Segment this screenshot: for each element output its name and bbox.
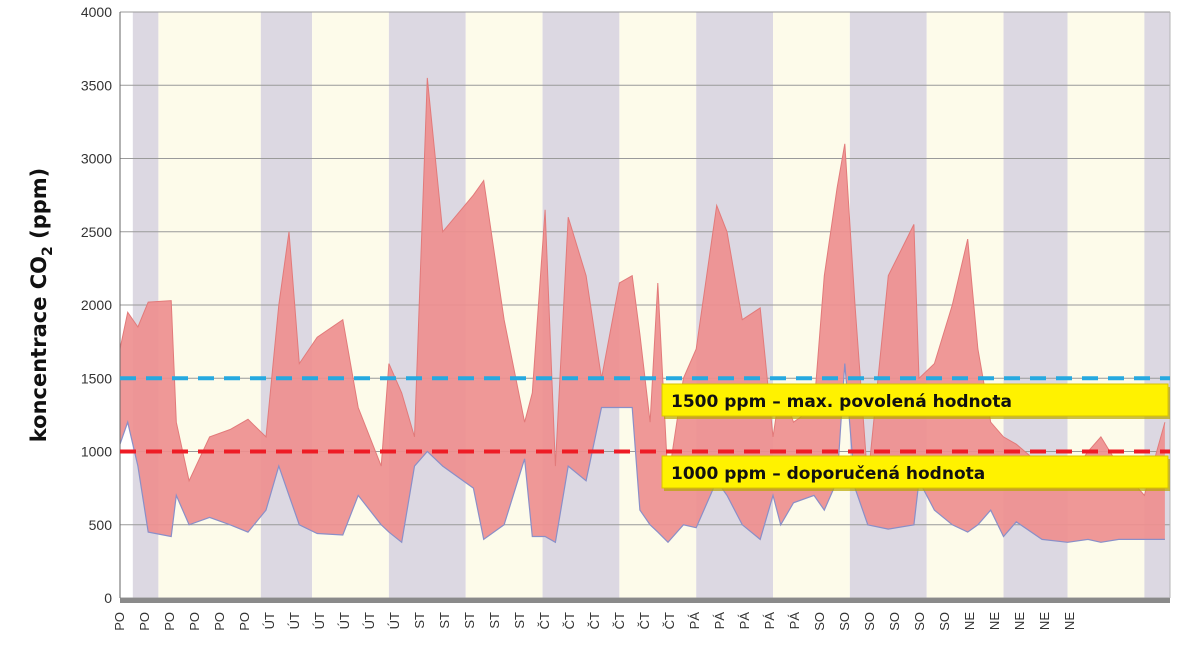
y-tick-label: 4000 — [81, 4, 112, 20]
x-tick-label: ST — [412, 612, 427, 629]
x-tick-label: ČT — [637, 612, 652, 629]
x-tick-label: PÁ — [762, 612, 777, 630]
x-tick-label: PÁ — [787, 612, 802, 630]
x-tick-label: NE — [1062, 612, 1077, 630]
x-tick-label: PO — [112, 612, 127, 631]
x-tick-label: ČT — [587, 612, 602, 629]
threshold-annotations: 1500 ppm – max. povolená hodnota 1000 ppm… — [661, 383, 1170, 491]
y-axis-label: koncentrace CO2 (ppm) — [27, 168, 56, 442]
x-tick-label: PO — [187, 612, 202, 631]
series-lower-edge — [119, 363, 1165, 544]
x-tick-label: SO — [837, 612, 852, 631]
series-upper-edge — [119, 77, 1166, 497]
x-tick-label: SO — [887, 612, 902, 631]
x-tick-label: ÚT — [312, 612, 327, 629]
annotation-box — [661, 455, 1169, 489]
y-tick-label: 2000 — [81, 297, 112, 313]
x-axis-bar — [120, 598, 1170, 603]
x-tick-label: NE — [1012, 612, 1027, 630]
x-tick-label: ČT — [662, 612, 677, 629]
co2-area-series — [119, 77, 1166, 544]
x-tick-label: SO — [937, 612, 952, 631]
annotation-box — [661, 383, 1169, 417]
x-tick-label: PÁ — [687, 612, 702, 630]
x-tick-label: ÚT — [287, 612, 302, 629]
x-tick-label: ST — [487, 612, 502, 629]
threshold-lines — [120, 376, 1170, 454]
x-tick-label: PO — [137, 612, 152, 631]
x-tick-label: PÁ — [712, 612, 727, 630]
axes — [119, 12, 1171, 603]
y-axis-label-unit: (ppm) — [27, 168, 51, 246]
x-tick-label: PÁ — [737, 612, 752, 630]
x-tick-label: PO — [212, 612, 227, 631]
x-tick-label: ST — [437, 612, 452, 629]
y-tick-labels: 0 500 1000 1500 2000 2500 3000 3500 4000 — [81, 4, 112, 606]
x-tick-label: NE — [987, 612, 1002, 630]
x-tick-label: NE — [1037, 612, 1052, 630]
x-tick-label: PO — [237, 612, 252, 631]
annotation-label: 1000 ppm – doporučená hodnota — [671, 464, 985, 484]
x-tick-label: ČT — [612, 612, 627, 629]
x-tick-label: ST — [462, 612, 477, 629]
x-tick-label: ČT — [537, 612, 552, 629]
x-tick-label: ČT — [562, 612, 577, 629]
series-area — [120, 77, 1165, 543]
y-tick-label: 500 — [89, 517, 113, 533]
x-tick-label: ÚT — [387, 612, 402, 629]
y-tick-label: 0 — [104, 590, 112, 606]
y-tick-label: 3000 — [81, 151, 112, 167]
x-tick-label: NE — [962, 612, 977, 630]
x-tick-label: ÚT — [362, 612, 377, 629]
y-axis-label-subscript: 2 — [40, 246, 56, 256]
x-tick-label: SO — [862, 612, 877, 631]
x-tick-label: SO — [812, 612, 827, 631]
x-tick-label: ÚT — [337, 612, 352, 629]
x-tick-label: ST — [512, 612, 527, 629]
x-tick-labels: PO PO PO PO PO PO ÚT ÚT ÚT ÚT ÚT ÚT ST ST ST ST ST ČT ČT ČT… — [112, 612, 1077, 631]
annotation-label: 1500 ppm – max. povolená hodnota — [671, 392, 1012, 412]
y-tick-label: 1500 — [81, 370, 112, 386]
x-tick-label: PO — [162, 612, 177, 631]
x-tick-label: ÚT — [262, 612, 277, 629]
x-tick-label: SO — [912, 612, 927, 631]
y-tick-label: 1000 — [81, 444, 112, 460]
y-tick-label: 2500 — [81, 224, 112, 240]
y-tick-label: 3500 — [81, 77, 112, 93]
